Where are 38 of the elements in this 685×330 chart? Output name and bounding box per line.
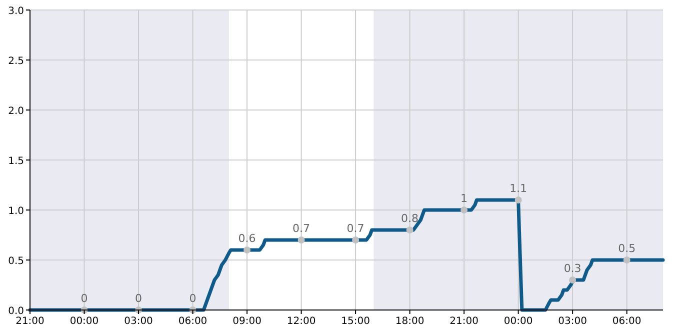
x-tick-label: 15:00 [341,316,370,327]
data-label: 0 [189,292,196,305]
point [352,236,360,244]
data-label: 0.7 [292,222,310,235]
x-tick-label: 21:00 [450,316,478,327]
data-label: 1.1 [510,182,528,195]
data-label: 0 [135,292,142,305]
point [514,196,522,204]
point [406,226,414,234]
point [244,246,251,254]
x-tick-label: 09:00 [232,316,262,327]
x-tick-label: 00:00 [70,316,99,327]
data-label: 0.6 [238,232,256,245]
data-label: 0 [80,292,88,305]
y-tick-label: 0.0 [8,306,24,317]
data-label: 1 [460,192,468,205]
y-tick-label: 0.5 [8,256,24,267]
x-tick-label: 03:00 [558,316,587,327]
y-tick-label: 2.0 [8,106,24,117]
x-tick-label: 06:00 [178,316,208,327]
x-tick-label: 06:00 [612,316,642,327]
x-tick-label: 21:00 [16,316,44,327]
x-tick-label: 03:00 [124,316,153,327]
point [623,256,630,264]
x-tick-label: 18:00 [395,316,424,327]
point [298,236,305,244]
data-label: 0.8 [401,212,419,225]
data-label: 0.3 [564,262,582,275]
point [460,206,468,214]
point [569,276,576,284]
y-tick-label: 2.5 [8,56,24,67]
y-tick-label: 1.0 [8,206,24,217]
y-tick-label: 3.0 [8,6,24,17]
data-label: 0.7 [346,222,364,235]
y-tick-label: 1.5 [8,156,24,167]
x-tick-label: 00:00 [504,316,533,327]
data-label: 0.5 [618,242,636,255]
x-tick-label: 12:00 [286,316,316,327]
